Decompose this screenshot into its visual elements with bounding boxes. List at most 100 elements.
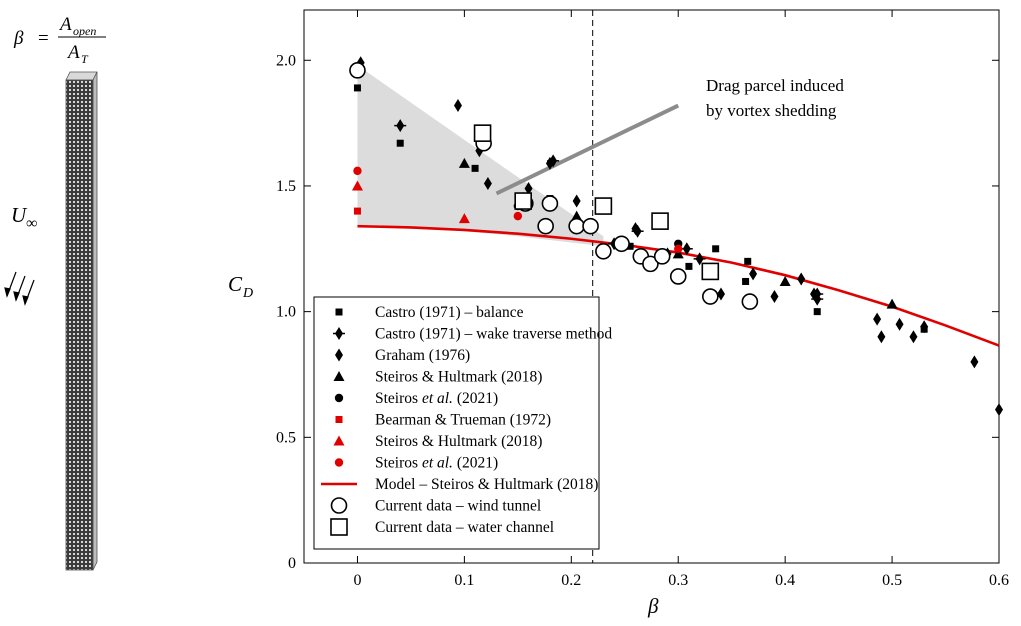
data-point: [594, 197, 613, 215]
chart: 0 0.1 0.2 0.3 0.4 0.5 0.6 0 0.5 1.0 1.5 2.0 Drag pa…: [228, 9, 1009, 618]
flow-velocity-symbol: U: [11, 203, 28, 227]
legend: Castro (1971) – balance Castro (1971) – w…: [313, 296, 612, 550]
data-point: [582, 217, 599, 235]
data-point: [680, 242, 693, 256]
y-tick-label: 1.0: [276, 304, 296, 321]
data-point: [642, 255, 659, 273]
flow-arrows-icon: [4, 271, 35, 306]
legend-label: Steiros & Hultmark (2018): [375, 369, 542, 386]
legend-marker: [335, 308, 343, 316]
data-point: [685, 262, 693, 270]
legend-marker: [333, 435, 345, 446]
legend-marker: [334, 393, 344, 403]
legend-label: Castro (1971) – wake traverse method: [375, 326, 612, 343]
plate-front-face: [65, 79, 94, 571]
data-point: [353, 166, 362, 176]
y-axis-label: C D: [228, 272, 253, 301]
y-tick-label: 0: [288, 555, 296, 572]
legend-marker: [335, 416, 343, 423]
legend-marker: [333, 327, 345, 340]
legend-label: Steiros & Hultmark (2018): [375, 433, 542, 450]
data-point: [394, 119, 407, 133]
data-point: [970, 355, 979, 369]
data-point: [797, 272, 806, 286]
data-point: [744, 257, 752, 265]
plate-side-face: [92, 71, 98, 571]
legend-marker: [334, 458, 344, 467]
x-tick-label: 0.6: [989, 572, 1009, 589]
legend-entry: Castro (1971) – wake traverse method: [333, 326, 612, 343]
legend-label: Steiros et al. (2021): [375, 390, 498, 407]
legend-label: Current data – water channel: [375, 519, 554, 536]
x-tick-label: 0.1: [454, 572, 474, 589]
data-point: [351, 180, 363, 191]
series-3: [458, 157, 898, 309]
y-axis-title: C: [228, 272, 243, 296]
legend-entry: Steiros & Hultmark (2018): [333, 369, 542, 386]
series-6: [351, 180, 470, 224]
fraction-numerator-sub: open: [73, 24, 96, 38]
legend-entry: Graham (1976): [335, 347, 470, 364]
legend-entry: Steiros et al. (2021): [334, 455, 498, 472]
legend-entry: Steiros et al. (2021): [334, 390, 498, 407]
series-5: [353, 207, 361, 215]
fraction-denominator-sub: T: [81, 52, 89, 66]
data-point: [674, 244, 683, 253]
data-point: [909, 330, 918, 344]
data-point: [595, 243, 612, 260]
data-point: [712, 245, 720, 253]
x-tick-label: 0.5: [882, 572, 902, 589]
data-point: [779, 275, 791, 286]
legend-entry: Current data – wind tunnel: [330, 497, 541, 515]
legend-label: Steiros et al. (2021): [375, 455, 498, 472]
data-point: [513, 211, 523, 221]
data-point: [741, 293, 759, 310]
beta-symbol: β: [13, 28, 24, 49]
data-point: [770, 290, 779, 304]
data-point: [701, 262, 720, 281]
legend-label: Bearman & Trueman (1972): [375, 412, 551, 429]
annotation-line-2: by vortex shedding: [706, 101, 837, 120]
data-point: [626, 242, 634, 250]
series-7: [353, 166, 683, 253]
data-point: [572, 194, 581, 208]
data-point: [541, 195, 559, 212]
legend-marker: [330, 518, 348, 536]
data-point: [545, 156, 554, 170]
plate-top-face: [65, 71, 98, 81]
data-point: [473, 124, 492, 142]
data-point: [873, 312, 882, 326]
legend-label: Model – Steiros & Hultmark (2018): [375, 476, 598, 493]
legend-label: Graham (1976): [375, 347, 470, 364]
y-tick-label: 1.5: [276, 178, 296, 195]
x-tick-label: 0.2: [561, 572, 581, 589]
data-point: [453, 99, 462, 113]
data-point: [669, 268, 687, 285]
data-point: [631, 222, 640, 236]
plot-frame: [303, 9, 1000, 564]
x-axis-title: β: [647, 594, 659, 618]
data-point: [895, 317, 904, 331]
data-point: [353, 207, 361, 215]
beta-definition: β = A open A T: [13, 14, 106, 66]
data-point: [483, 176, 492, 190]
data-point: [537, 217, 554, 235]
data-point: [613, 235, 630, 253]
data-point: [920, 320, 929, 334]
data-point: [995, 403, 1003, 417]
data-point: [749, 267, 758, 281]
drag-parcel-line: [495, 103, 680, 196]
data-point: [349, 62, 366, 79]
data-point: [471, 164, 479, 172]
legend-box: [313, 296, 600, 550]
data-point: [571, 210, 583, 221]
legend-label: Castro (1971) – balance: [375, 304, 524, 321]
data-point: [742, 277, 750, 285]
data-point: [458, 213, 470, 224]
fraction-numerator: A: [58, 14, 72, 35]
data-point: [524, 181, 533, 195]
series-10: [473, 124, 720, 281]
flow-velocity-sub: ∞: [26, 215, 37, 232]
data-point: [514, 192, 532, 210]
data-point: [651, 212, 669, 230]
